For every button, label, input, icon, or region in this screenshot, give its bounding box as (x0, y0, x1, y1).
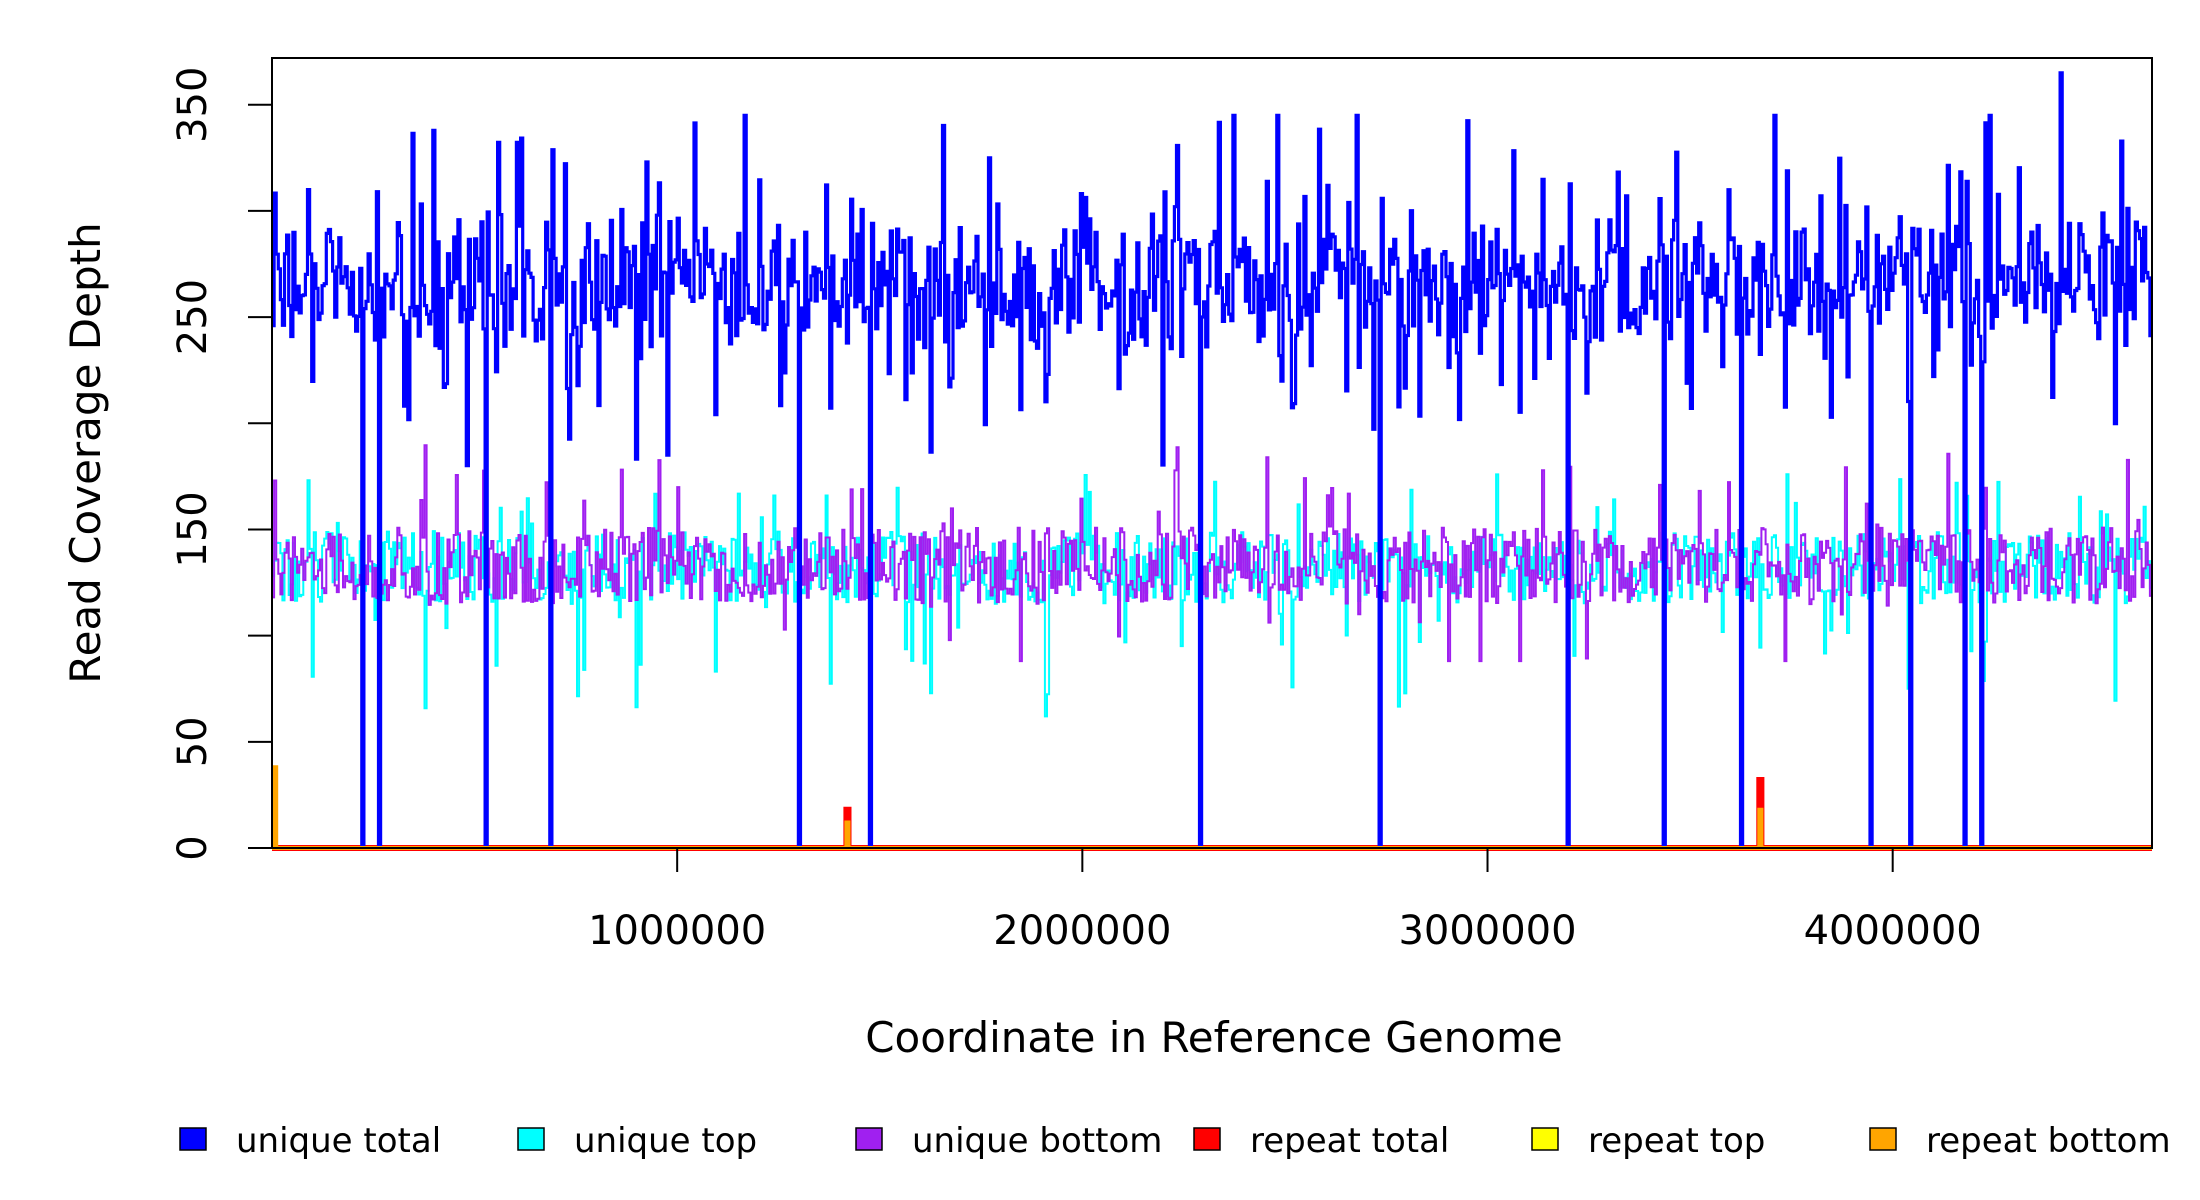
y-tick-label: 150 (170, 491, 216, 567)
x-tick-label: 1000000 (588, 908, 766, 954)
x-tick-label: 3000000 (1398, 908, 1576, 954)
legend-item: repeat top (1531, 1121, 1765, 1161)
x-axis-title: Coordinate in Reference Genome (865, 1013, 1563, 1062)
legend-label: unique top (574, 1121, 757, 1161)
legend-swatch (1531, 1127, 1559, 1151)
y-tick-label: 0 (170, 835, 216, 860)
y-tick-label: 250 (170, 279, 216, 355)
legend-label: unique bottom (912, 1121, 1162, 1161)
legend-label: unique total (236, 1121, 441, 1161)
y-axis-title: Read Coverage Depth (61, 222, 110, 683)
legend-label: repeat bottom (1926, 1121, 2171, 1161)
y-tick-label: 50 (170, 716, 216, 767)
legend-swatch (1869, 1127, 1897, 1151)
legend-item: repeat total (1193, 1121, 1449, 1161)
y-tick-label: 350 (170, 67, 216, 143)
legend-label: repeat top (1588, 1121, 1765, 1161)
legend-swatch (855, 1127, 883, 1151)
legend-item: unique top (517, 1121, 757, 1161)
legend-item: unique total (179, 1121, 441, 1161)
unique-bottom-line (272, 444, 2152, 849)
unique-total-line (272, 71, 2152, 850)
x-tick-label: 2000000 (993, 908, 1171, 954)
legend-swatch (517, 1127, 545, 1151)
legend: unique total unique top unique bottom repea… (179, 1121, 2171, 1161)
plot-frame (271, 57, 2153, 849)
x-axis: 1000000 2000000 3000000 4000000 (588, 848, 1982, 954)
y-axis: 0 50 150 250 350 (170, 67, 272, 861)
legend-swatch (179, 1127, 207, 1151)
x-tick-label: 4000000 (1804, 908, 1982, 954)
legend-label: repeat total (1250, 1121, 1449, 1161)
legend-item: unique bottom (855, 1121, 1162, 1161)
legend-swatch (1193, 1127, 1221, 1151)
legend-item: repeat bottom (1869, 1121, 2171, 1161)
